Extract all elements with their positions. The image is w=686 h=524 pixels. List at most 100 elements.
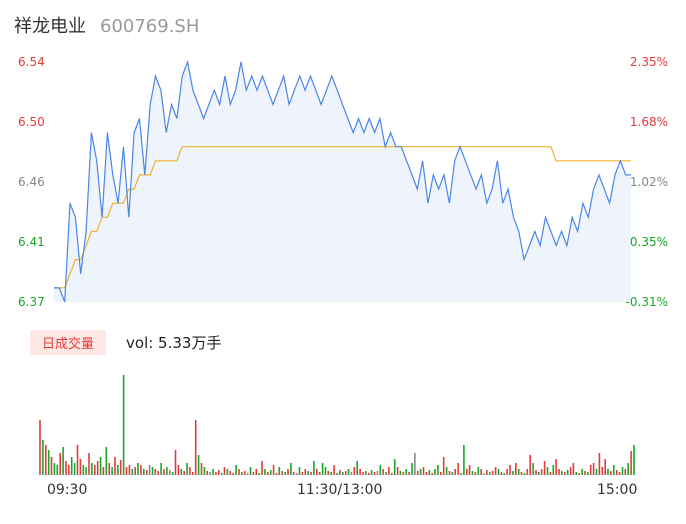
volume-bar [321,463,324,475]
volume-bar [131,469,134,475]
volume-bar [137,463,139,475]
volume-bar [327,471,330,475]
volume-bar [140,465,142,475]
volume-bar [529,455,531,475]
volume-bar [269,470,272,475]
volume-badge[interactable]: 日成交量 [30,330,107,355]
volume-bar [480,469,482,475]
stock-header: 祥龙电业 600769.SH [14,12,199,40]
y-tick-percent: 1.68% [630,115,668,129]
volume-bar [218,470,220,475]
volume-bar [592,463,595,475]
volume-bar [474,472,477,475]
volume-bar [148,465,151,475]
volume-bar [45,445,47,475]
volume-bar [517,469,520,475]
volume-bar [630,451,632,475]
price-area [54,62,631,302]
volume-bar [543,461,546,475]
volume-bar [47,450,50,475]
volume-bar [365,471,367,475]
volume-bar [610,471,612,475]
volume-bar [463,445,465,475]
volume-bar [108,463,110,475]
volume-bar [119,460,122,475]
volume-bar [42,440,44,475]
volume-bar [298,467,301,475]
volume-bar [419,469,422,475]
volume-bar [621,467,624,475]
volume-bar [243,471,246,475]
volume-bar [587,472,589,475]
volume-bar [154,469,157,475]
volume-bar [313,461,315,475]
volume-bar [324,467,327,475]
avg-price-line [54,146,631,289]
volume-bar [535,470,537,475]
volume-bar [454,469,456,475]
volume-bar [258,473,260,475]
volume-bar [408,472,410,475]
volume-bar [391,473,393,475]
volume-bar [350,472,353,475]
volume-bar [376,471,379,475]
volume-bar [235,465,237,475]
volume-bar [105,447,108,475]
volume-bar [428,470,431,475]
volume-bar [163,469,165,475]
volume-bar [275,473,278,475]
volume-bar [613,465,615,475]
volume-bar [566,470,569,475]
volume-bar [246,473,249,475]
volume-bar [252,472,255,475]
y-tick-price: 6.50 [18,115,45,129]
price-line [54,59,631,303]
volume-bar [595,469,598,475]
volume-bar [526,469,529,475]
volume-bar [460,473,462,475]
volume-bar [520,472,523,475]
volume-bar [39,420,41,475]
volume-bar [486,470,488,475]
volume-bar [82,465,85,475]
volume-bar [503,473,505,475]
volume-bar [497,469,500,475]
y-tick-percent: -0.31% [626,295,668,309]
y-tick-price: 6.41 [18,235,45,249]
volume-bar [295,473,298,475]
stock-name: 祥龙电业 [14,16,86,37]
volume-bar [197,455,200,475]
volume-bar [232,473,234,475]
volume-bar [169,470,171,475]
volume-bar [581,469,583,475]
volume-bar [65,461,67,475]
time-axis: 09:30 11:30/13:00 15:00 [0,480,686,500]
y-tick-percent: 2.35% [630,55,668,69]
volume-bar [174,450,177,475]
volume-bar [189,467,191,475]
volume-bar [223,467,226,475]
volume-bar [362,472,364,475]
volume-bar [477,467,480,475]
volume-bar [111,467,113,475]
volume-bar [561,471,563,475]
volume-chart [39,375,635,475]
volume-bar [143,469,145,475]
volume-bar [220,473,223,475]
volume-bar [584,471,586,475]
volume-bar [229,471,232,475]
volume-bar [512,471,514,475]
volume-bar [405,469,407,475]
volume-bar [344,471,347,475]
volume-bar [457,463,459,475]
volume-bar [99,457,102,475]
volume-bar [388,467,390,475]
volume-bar [448,471,451,475]
volume-bar [203,467,206,475]
volume-bar [370,470,373,475]
volume-bar [598,453,601,475]
volume-bar [278,467,281,475]
volume-bar [589,465,592,475]
volume-bar [272,465,275,475]
volume-bar [578,473,580,475]
